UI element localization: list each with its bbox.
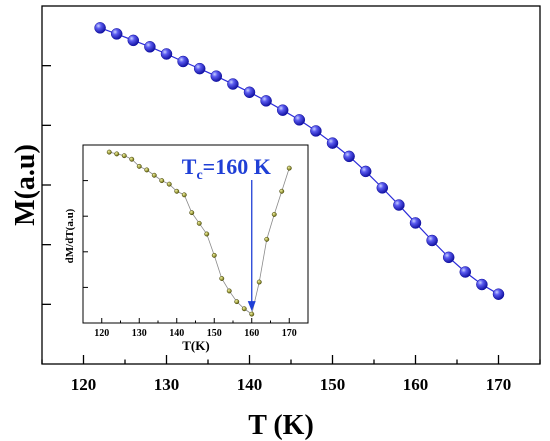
data-point xyxy=(476,278,488,291)
main-series xyxy=(94,22,505,300)
main-ticks: 120 130 140 150 160 170 xyxy=(41,65,541,394)
data-point xyxy=(94,22,106,34)
data-point xyxy=(144,167,150,173)
data-point xyxy=(241,306,247,312)
x-tick-label: 140 xyxy=(169,328,184,339)
x-tick-label: 120 xyxy=(71,375,97,394)
data-point xyxy=(227,78,239,90)
data-point xyxy=(204,231,210,237)
tc-arrow-head xyxy=(247,301,256,312)
data-point xyxy=(160,48,173,60)
data-point xyxy=(226,288,232,294)
tc-annotation: Tc=160 K xyxy=(182,154,271,312)
data-point xyxy=(106,149,112,155)
data-point xyxy=(243,86,256,99)
data-point xyxy=(393,199,405,211)
data-point xyxy=(177,55,189,68)
x-tick-label: 160 xyxy=(244,328,259,339)
data-point xyxy=(409,217,422,229)
data-point xyxy=(256,279,262,285)
data-point xyxy=(293,114,306,126)
data-point xyxy=(166,181,172,187)
data-point xyxy=(234,299,240,305)
data-point xyxy=(276,104,289,116)
data-point xyxy=(114,151,120,157)
main-plot: 120 130 140 150 160 170 T (K) M(a.u) xyxy=(10,5,541,441)
tc-label-rest: =160 K xyxy=(203,154,271,179)
data-point xyxy=(359,165,372,178)
data-point xyxy=(159,178,165,184)
x-tick-label: 130 xyxy=(132,328,147,339)
data-point xyxy=(174,188,180,194)
inset-ticks: 120 130 140 150 160 170 xyxy=(82,180,309,339)
main-plot-frame xyxy=(41,5,541,365)
data-point xyxy=(193,62,206,75)
inset-x-axis-title: T(K) xyxy=(182,338,209,353)
data-point xyxy=(271,211,277,217)
x-tick-label: 130 xyxy=(154,375,180,394)
data-point xyxy=(310,125,322,137)
data-point xyxy=(426,234,438,247)
data-point xyxy=(376,182,389,194)
x-tick-label: 140 xyxy=(237,375,263,394)
data-point xyxy=(127,34,140,47)
data-point xyxy=(210,70,223,82)
data-point xyxy=(286,165,292,171)
data-point xyxy=(110,28,123,40)
tc-label: Tc=160 K xyxy=(182,154,271,183)
inset-plot: 120 130 140 150 160 170 T(K) dM/dT(a.u) Tc=16… xyxy=(64,144,309,353)
data-point xyxy=(264,236,270,242)
data-point xyxy=(129,156,135,162)
inset-series xyxy=(106,149,292,317)
data-point xyxy=(442,251,455,264)
x-tick-label: 120 xyxy=(94,328,109,339)
data-point xyxy=(144,41,156,53)
data-point xyxy=(219,276,225,281)
data-point xyxy=(181,192,187,198)
data-point xyxy=(459,266,472,278)
inset-y-axis-title: dM/dT(a.u) xyxy=(64,208,76,263)
data-point xyxy=(279,188,285,194)
data-point xyxy=(211,252,217,258)
main-y-axis-title: M(a.u) xyxy=(10,144,41,226)
data-point xyxy=(492,288,505,300)
series-line xyxy=(99,27,499,295)
data-point xyxy=(260,95,272,107)
tc-label-main: T xyxy=(182,154,197,179)
x-tick-label: 170 xyxy=(486,375,512,394)
data-point xyxy=(151,172,157,178)
tc-label-sub: c xyxy=(196,168,202,183)
data-point xyxy=(136,163,142,169)
x-tick-label: 160 xyxy=(403,375,429,394)
main-x-axis-title: T (K) xyxy=(248,410,314,441)
data-point xyxy=(121,153,127,159)
x-tick-label: 150 xyxy=(207,328,222,339)
data-point xyxy=(249,311,255,317)
data-point xyxy=(196,220,202,226)
data-point xyxy=(326,137,339,149)
data-point xyxy=(189,210,195,216)
x-tick-label: 150 xyxy=(320,375,346,394)
x-tick-label: 170 xyxy=(282,328,297,339)
data-point xyxy=(343,150,355,163)
